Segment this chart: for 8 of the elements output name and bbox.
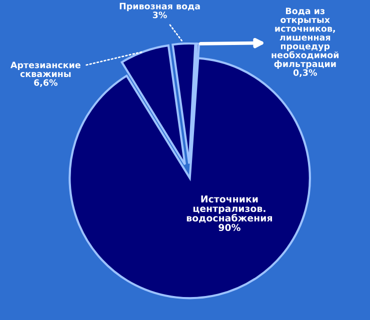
data-label: 6,6%: [34, 79, 58, 87]
data-label: 0,3%: [293, 69, 317, 77]
slice-label: Источники централизов. водоснабжения: [186, 196, 272, 223]
data-label: 3%: [152, 12, 167, 18]
slice-label: Артезианские скважины: [10, 62, 80, 78]
slice-label: Вода из открытых источников, лишенная процедур необходимой фильтрации: [272, 8, 339, 69]
data-label: 90%: [218, 224, 240, 232]
slice-label: Привозная вода: [120, 2, 200, 12]
